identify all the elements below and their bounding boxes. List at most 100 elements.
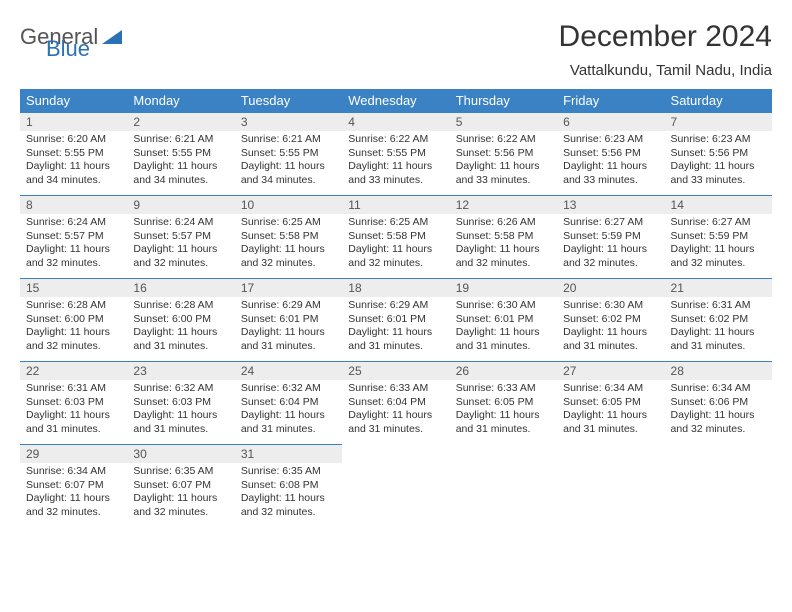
day-number: 10 [235, 196, 342, 214]
day-details: Sunrise: 6:22 AMSunset: 5:56 PMDaylight:… [450, 131, 557, 192]
day-number: 17 [235, 279, 342, 297]
calendar-day-cell: 20Sunrise: 6:30 AMSunset: 6:02 PMDayligh… [557, 279, 664, 362]
calendar-week-row: 29Sunrise: 6:34 AMSunset: 6:07 PMDayligh… [20, 445, 772, 528]
calendar-week-row: 8Sunrise: 6:24 AMSunset: 5:57 PMDaylight… [20, 196, 772, 279]
day-number: 13 [557, 196, 664, 214]
day-number: 4 [342, 113, 449, 131]
calendar-day-cell: 28Sunrise: 6:34 AMSunset: 6:06 PMDayligh… [665, 362, 772, 445]
calendar-day-cell: 22Sunrise: 6:31 AMSunset: 6:03 PMDayligh… [20, 362, 127, 445]
calendar-day-cell: 3Sunrise: 6:21 AMSunset: 5:55 PMDaylight… [235, 113, 342, 196]
day-details: Sunrise: 6:23 AMSunset: 5:56 PMDaylight:… [665, 131, 772, 192]
day-number: 6 [557, 113, 664, 131]
calendar-table: SundayMondayTuesdayWednesdayThursdayFrid… [20, 89, 772, 527]
day-details: Sunrise: 6:35 AMSunset: 6:07 PMDaylight:… [127, 463, 234, 524]
location-subtitle: Vattalkundu, Tamil Nadu, India [20, 62, 772, 79]
day-details: Sunrise: 6:25 AMSunset: 5:58 PMDaylight:… [235, 214, 342, 275]
calendar-day-cell: 15Sunrise: 6:28 AMSunset: 6:00 PMDayligh… [20, 279, 127, 362]
weekday-header: Friday [557, 89, 664, 113]
day-details: Sunrise: 6:24 AMSunset: 5:57 PMDaylight:… [20, 214, 127, 275]
weekday-header-row: SundayMondayTuesdayWednesdayThursdayFrid… [20, 89, 772, 113]
day-number: 11 [342, 196, 449, 214]
day-details: Sunrise: 6:21 AMSunset: 5:55 PMDaylight:… [235, 131, 342, 192]
page-title: December 2024 [559, 20, 772, 54]
day-number: 30 [127, 445, 234, 463]
day-number: 31 [235, 445, 342, 463]
calendar-day-cell: 23Sunrise: 6:32 AMSunset: 6:03 PMDayligh… [127, 362, 234, 445]
day-details: Sunrise: 6:24 AMSunset: 5:57 PMDaylight:… [127, 214, 234, 275]
weekday-header: Wednesday [342, 89, 449, 113]
calendar-day-cell: 7Sunrise: 6:23 AMSunset: 5:56 PMDaylight… [665, 113, 772, 196]
day-number: 27 [557, 362, 664, 380]
day-number: 14 [665, 196, 772, 214]
day-number: 19 [450, 279, 557, 297]
calendar-day-cell [665, 445, 772, 528]
day-number: 5 [450, 113, 557, 131]
day-details: Sunrise: 6:32 AMSunset: 6:03 PMDaylight:… [127, 380, 234, 441]
day-details: Sunrise: 6:34 AMSunset: 6:05 PMDaylight:… [557, 380, 664, 441]
weekday-header: Tuesday [235, 89, 342, 113]
day-number: 24 [235, 362, 342, 380]
weekday-header: Saturday [665, 89, 772, 113]
day-number: 7 [665, 113, 772, 131]
day-number: 20 [557, 279, 664, 297]
calendar-day-cell: 9Sunrise: 6:24 AMSunset: 5:57 PMDaylight… [127, 196, 234, 279]
day-details: Sunrise: 6:27 AMSunset: 5:59 PMDaylight:… [665, 214, 772, 275]
day-details: Sunrise: 6:27 AMSunset: 5:59 PMDaylight:… [557, 214, 664, 275]
calendar-day-cell: 26Sunrise: 6:33 AMSunset: 6:05 PMDayligh… [450, 362, 557, 445]
weekday-header: Monday [127, 89, 234, 113]
day-details: Sunrise: 6:21 AMSunset: 5:55 PMDaylight:… [127, 131, 234, 192]
day-number: 29 [20, 445, 127, 463]
calendar-week-row: 15Sunrise: 6:28 AMSunset: 6:00 PMDayligh… [20, 279, 772, 362]
calendar-day-cell: 30Sunrise: 6:35 AMSunset: 6:07 PMDayligh… [127, 445, 234, 528]
day-number: 25 [342, 362, 449, 380]
day-details: Sunrise: 6:30 AMSunset: 6:02 PMDaylight:… [557, 297, 664, 358]
day-details: Sunrise: 6:31 AMSunset: 6:02 PMDaylight:… [665, 297, 772, 358]
calendar-day-cell: 10Sunrise: 6:25 AMSunset: 5:58 PMDayligh… [235, 196, 342, 279]
logo-triangle-icon [102, 30, 122, 44]
calendar-day-cell: 16Sunrise: 6:28 AMSunset: 6:00 PMDayligh… [127, 279, 234, 362]
calendar-day-cell: 27Sunrise: 6:34 AMSunset: 6:05 PMDayligh… [557, 362, 664, 445]
day-number: 22 [20, 362, 127, 380]
day-number: 15 [20, 279, 127, 297]
day-number: 2 [127, 113, 234, 131]
calendar-day-cell: 4Sunrise: 6:22 AMSunset: 5:55 PMDaylight… [342, 113, 449, 196]
day-details: Sunrise: 6:33 AMSunset: 6:04 PMDaylight:… [342, 380, 449, 441]
calendar-day-cell: 14Sunrise: 6:27 AMSunset: 5:59 PMDayligh… [665, 196, 772, 279]
day-number: 8 [20, 196, 127, 214]
day-number: 23 [127, 362, 234, 380]
day-number: 26 [450, 362, 557, 380]
calendar-day-cell: 1Sunrise: 6:20 AMSunset: 5:55 PMDaylight… [20, 113, 127, 196]
day-details: Sunrise: 6:35 AMSunset: 6:08 PMDaylight:… [235, 463, 342, 524]
day-details: Sunrise: 6:28 AMSunset: 6:00 PMDaylight:… [127, 297, 234, 358]
logo-text-blue: Blue [46, 36, 90, 61]
calendar-day-cell [342, 445, 449, 528]
day-details: Sunrise: 6:29 AMSunset: 6:01 PMDaylight:… [342, 297, 449, 358]
day-details: Sunrise: 6:23 AMSunset: 5:56 PMDaylight:… [557, 131, 664, 192]
calendar-day-cell: 8Sunrise: 6:24 AMSunset: 5:57 PMDaylight… [20, 196, 127, 279]
calendar-day-cell: 18Sunrise: 6:29 AMSunset: 6:01 PMDayligh… [342, 279, 449, 362]
calendar-day-cell: 5Sunrise: 6:22 AMSunset: 5:56 PMDaylight… [450, 113, 557, 196]
day-details: Sunrise: 6:25 AMSunset: 5:58 PMDaylight:… [342, 214, 449, 275]
calendar-day-cell: 13Sunrise: 6:27 AMSunset: 5:59 PMDayligh… [557, 196, 664, 279]
calendar-day-cell: 25Sunrise: 6:33 AMSunset: 6:04 PMDayligh… [342, 362, 449, 445]
calendar-day-cell: 19Sunrise: 6:30 AMSunset: 6:01 PMDayligh… [450, 279, 557, 362]
calendar-day-cell [450, 445, 557, 528]
calendar-day-cell: 29Sunrise: 6:34 AMSunset: 6:07 PMDayligh… [20, 445, 127, 528]
day-details: Sunrise: 6:32 AMSunset: 6:04 PMDaylight:… [235, 380, 342, 441]
day-number: 18 [342, 279, 449, 297]
weekday-header: Sunday [20, 89, 127, 113]
day-number: 12 [450, 196, 557, 214]
day-details: Sunrise: 6:28 AMSunset: 6:00 PMDaylight:… [20, 297, 127, 358]
calendar-week-row: 1Sunrise: 6:20 AMSunset: 5:55 PMDaylight… [20, 113, 772, 196]
calendar-week-row: 22Sunrise: 6:31 AMSunset: 6:03 PMDayligh… [20, 362, 772, 445]
day-number: 28 [665, 362, 772, 380]
day-details: Sunrise: 6:34 AMSunset: 6:07 PMDaylight:… [20, 463, 127, 524]
calendar-day-cell: 6Sunrise: 6:23 AMSunset: 5:56 PMDaylight… [557, 113, 664, 196]
day-number: 9 [127, 196, 234, 214]
day-number: 3 [235, 113, 342, 131]
day-details: Sunrise: 6:31 AMSunset: 6:03 PMDaylight:… [20, 380, 127, 441]
weekday-header: Thursday [450, 89, 557, 113]
calendar-day-cell: 17Sunrise: 6:29 AMSunset: 6:01 PMDayligh… [235, 279, 342, 362]
day-details: Sunrise: 6:22 AMSunset: 5:55 PMDaylight:… [342, 131, 449, 192]
day-details: Sunrise: 6:34 AMSunset: 6:06 PMDaylight:… [665, 380, 772, 441]
